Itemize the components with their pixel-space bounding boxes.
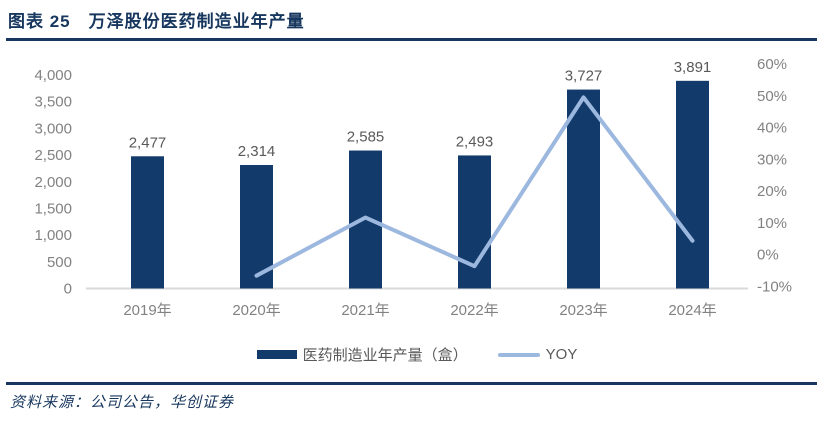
left-axis-tick: 3,000: [34, 120, 72, 137]
x-axis-label: 2023年: [559, 302, 607, 319]
right-axis-tick: 40%: [757, 120, 787, 137]
bar-2023年: [567, 89, 600, 289]
right-axis-tick: 0%: [757, 247, 779, 264]
right-axis-tick: -10%: [757, 279, 792, 296]
bar-value-label: 2,585: [347, 129, 385, 146]
left-axis-tick: 3,500: [34, 94, 72, 111]
left-axis-tick: 0: [64, 281, 72, 298]
bar-2024年: [676, 80, 709, 289]
x-axis-label: 2021年: [341, 302, 389, 319]
left-axis-tick: 4,000: [34, 67, 72, 84]
left-axis-tick: 2,000: [34, 174, 72, 191]
source-note: 资料来源：公司公告，华创证券: [10, 393, 235, 411]
right-axis-tick: 30%: [757, 151, 787, 168]
x-axis-label: 2019年: [123, 302, 171, 319]
left-axis-tick: 2,500: [34, 147, 72, 164]
bar-value-label: 2,477: [129, 134, 167, 151]
bar-2019年: [131, 156, 164, 289]
legend-label-production: 医药制造业年产量（盒）: [302, 347, 468, 364]
figure-title: 图表 25 万泽股份医药制造业年产量: [8, 12, 305, 31]
legend-item-production: 医药制造业年产量（盒）: [256, 344, 468, 365]
right-axis-tick: 60%: [757, 56, 787, 73]
bar-value-label: 3,891: [674, 59, 712, 76]
bar-value-label: 3,727: [565, 68, 603, 85]
title-divider: [6, 38, 817, 41]
line-series-swatch: [497, 352, 540, 357]
yoy-line: [254, 95, 695, 278]
footer-divider: [6, 382, 817, 385]
bar-value-label: 2,493: [456, 133, 494, 150]
right-axis-tick: 50%: [757, 88, 787, 105]
x-axis-label: 2024年: [668, 302, 716, 319]
bar-value-label: 2,314: [238, 143, 276, 160]
x-axis-label: 2020年: [232, 302, 280, 319]
right-axis-tick: 10%: [757, 215, 787, 232]
chart-legend: 医药制造业年产量（盒） YOY: [0, 344, 834, 365]
bar-2022年: [458, 155, 491, 289]
left-axis-tick: 1,500: [34, 200, 72, 217]
legend-label-yoy: YOY: [545, 346, 578, 363]
left-axis-tick: 500: [47, 254, 72, 271]
left-axis-tick: 1,000: [34, 227, 72, 244]
legend-item-yoy: YOY: [497, 346, 578, 363]
bar-series-swatch: [256, 350, 297, 359]
x-axis-label: 2022年: [450, 302, 498, 319]
right-axis-tick: 20%: [757, 183, 787, 200]
